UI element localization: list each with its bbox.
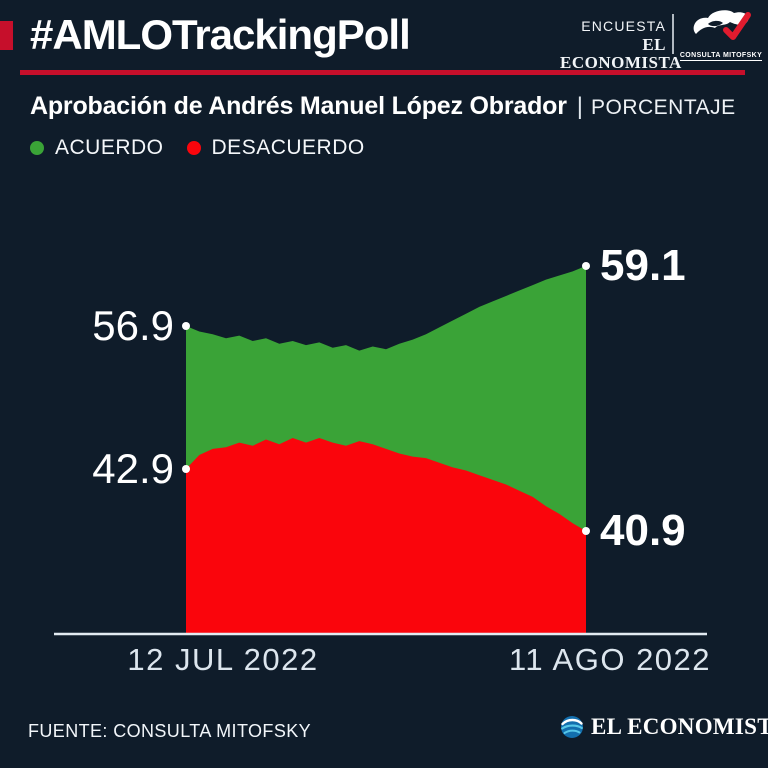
acuerdo-end-value: 59.1 [600,241,686,290]
legend: ACUERDO DESACUERDO [30,136,377,160]
chart-title: Aprobación de Andrés Manuel López Obrado… [30,92,567,120]
encuesta-label: ENCUESTA [581,18,666,34]
acuerdo-legend-label: ACUERDO [55,136,164,159]
acuerdo-start-value: 56.9 [92,302,174,349]
title-separator: | [576,93,583,120]
x-axis-start-date: 12 JUL 2022 [127,642,319,677]
chart-areas [186,265,586,633]
mitofsky-label: CONSULTA MITOFSKY [679,52,763,61]
desacuerdo-start-value: 42.9 [92,445,174,492]
header-vertical-divider [672,14,674,54]
hashtag-title: #AMLOTrackingPoll [30,11,411,58]
mitofsky-bird-icon [679,8,763,44]
acuerdo-legend-dot [30,141,44,155]
source-credit: FUENTE: CONSULTA MITOFSKY [28,721,312,741]
economista-label: EL ECONOMISTA [560,34,682,72]
consulta-mitofsky-logo: CONSULTA MITOFSKY [679,8,763,62]
x-axis-end-date: 11 AGO 2022 [508,642,712,677]
header-divider-rule [20,70,745,75]
desacuerdo-legend-dot [186,141,201,155]
desacuerdo-end-value: 40.9 [600,506,686,555]
endpoint-dots [182,261,590,535]
el-economista-wordmark: EL ECONOMISTA [591,714,768,739]
el-economista-globe-icon [560,715,584,739]
header-accent-tab [0,21,13,50]
el-economista-logo: EL ECONOMISTA [560,714,768,740]
desacuerdo-legend-label: DESACUERDO [211,136,365,159]
encuesta-economista-brand: ENCUESTA EL ECONOMISTA [560,18,682,72]
chart-title-row: Aprobación de Andrés Manuel López Obrado… [30,92,736,121]
unit-label: PORCENTAJE [591,96,736,119]
